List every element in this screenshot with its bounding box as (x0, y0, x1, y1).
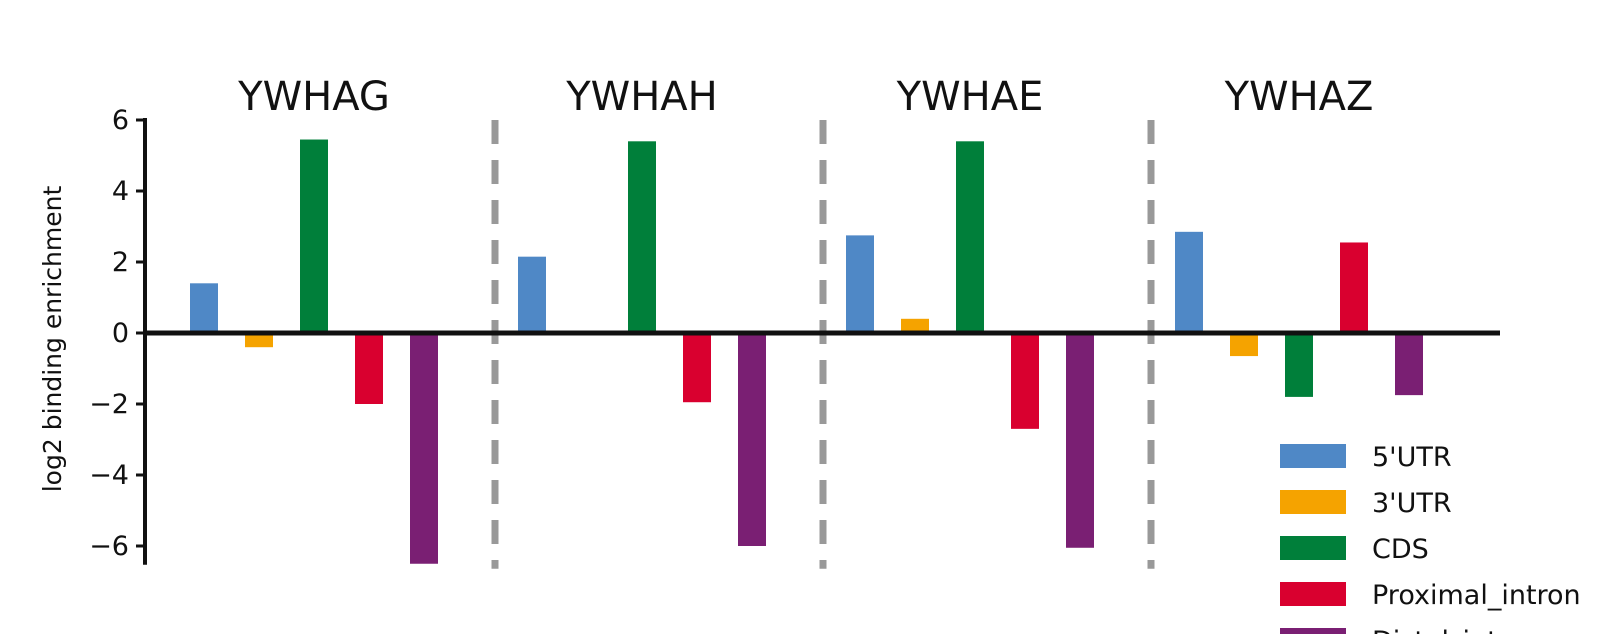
y-tick-label: −4 (89, 460, 129, 491)
bar-ywhah-1 (518, 256, 546, 333)
bar-ywhag-2 (245, 333, 273, 348)
y-tick-label: −6 (89, 531, 129, 562)
legend-item-3: CDS (1280, 534, 1429, 565)
legend-swatch (1280, 444, 1346, 468)
bar-ywhag-5 (410, 333, 438, 564)
y-tick-label: 0 (112, 318, 129, 349)
bars (190, 139, 1423, 564)
bar-ywhae-3 (956, 141, 984, 333)
y-axis-label: log2 binding enrichment (38, 186, 67, 493)
bar-ywhag-1 (190, 283, 218, 333)
legend-swatch (1280, 628, 1346, 634)
y-tick-label: 4 (112, 176, 129, 207)
bar-ywhaz-2 (1230, 333, 1258, 357)
bar-ywhaz-4 (1340, 242, 1368, 333)
panel-title-ywhag: YWHAG (237, 74, 390, 120)
bar-ywhaz-1 (1175, 231, 1203, 333)
panel-title-ywhah: YWHAH (565, 74, 718, 120)
legend-label: CDS (1372, 534, 1429, 565)
legend-label: 5'UTR (1372, 442, 1452, 473)
legend-swatch (1280, 536, 1346, 560)
legend-label: Proximal_intron (1372, 580, 1581, 611)
bar-ywhae-4 (1011, 333, 1039, 429)
bar-ywhag-4 (355, 333, 383, 404)
bar-ywhah-4 (683, 333, 711, 403)
bar-ywhah-5 (738, 333, 766, 546)
legend-swatch (1280, 490, 1346, 514)
bar-ywhae-1 (846, 235, 874, 333)
y-tick-label: 2 (112, 247, 129, 278)
legend-swatch (1280, 582, 1346, 606)
legend-item-2: 3'UTR (1280, 488, 1452, 519)
bar-ywhaz-3 (1285, 333, 1313, 397)
legend: 5'UTR 3'UTR CDS Proximal_intron Distal_intro… (1280, 442, 1581, 634)
y-tick-label: −2 (89, 389, 129, 420)
bar-ywhaz-5 (1395, 333, 1423, 396)
panel-title-ywhae: YWHAE (896, 74, 1044, 120)
panel-titles: YWHAG YWHAH YWHAE YWHAZ (237, 74, 1373, 120)
legend-item-5: Distal_intron (1280, 626, 1542, 634)
panel-dividers (491, 120, 1155, 569)
panel-title-ywhaz: YWHAZ (1224, 74, 1374, 120)
legend-label: 3'UTR (1372, 488, 1452, 519)
legend-item-1: 5'UTR (1280, 442, 1452, 473)
legend-label: Distal_intron (1372, 626, 1542, 634)
bar-ywhah-3 (628, 141, 656, 333)
y-tick-label: 6 (112, 105, 129, 136)
axes: 6 4 2 0 −2 −4 −6 log2 binding enrichment (38, 105, 1500, 565)
bar-ywhae-2 (901, 318, 929, 333)
bar-ywhag-3 (300, 139, 328, 333)
legend-item-4: Proximal_intron (1280, 580, 1581, 611)
bar-ywhae-5 (1066, 333, 1094, 548)
